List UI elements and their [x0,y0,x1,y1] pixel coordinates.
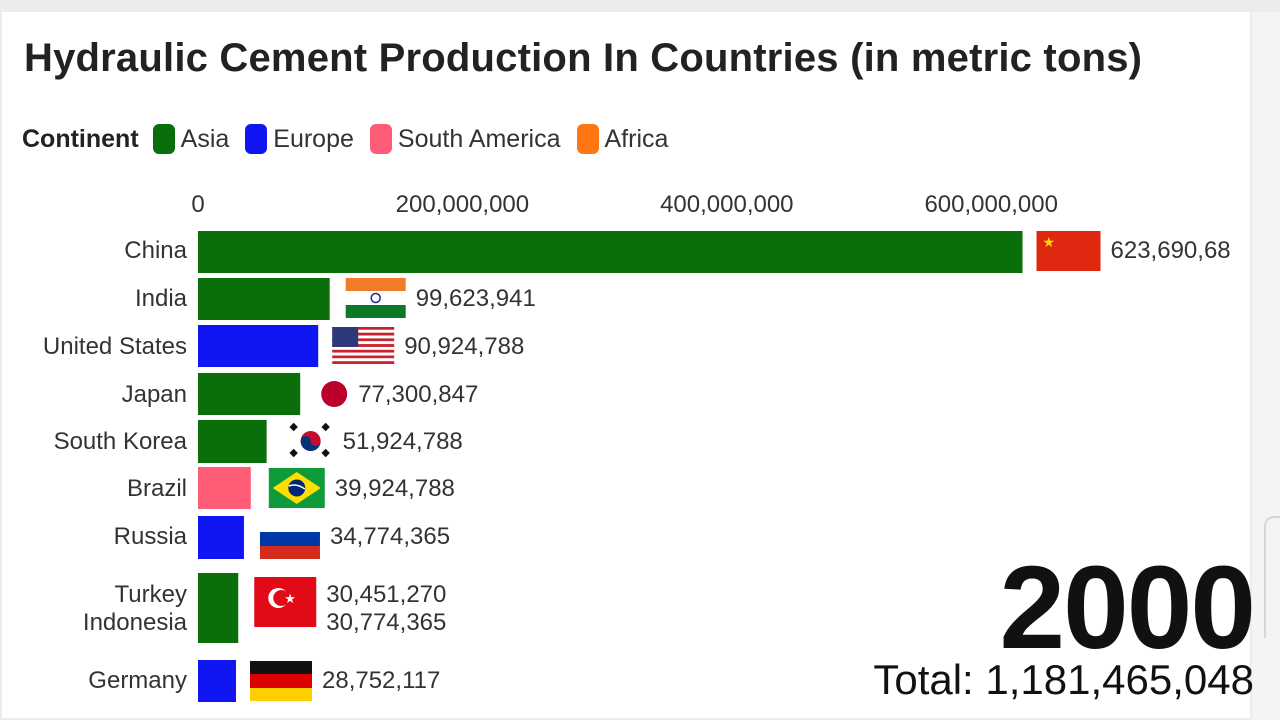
bar-japan [198,373,301,415]
legend-item-europe: Europe [245,124,354,154]
year-label: 2000 [999,542,1256,674]
category-label: Turkey [115,581,187,608]
bar-india [198,278,330,320]
legend-swatch-asia [152,124,175,154]
usa-flag-icon [332,327,395,367]
bar-brazil [198,467,251,509]
scroll-handle[interactable] [1264,516,1280,638]
legend-label-asia: Asia [180,124,230,153]
value-label: 77,300,847 [358,381,478,408]
category-label: Brazil [127,475,187,502]
category-label: China [124,237,187,264]
legend-swatch-europe [245,124,268,154]
legend: Continent Asia Europe South America Afri… [22,121,684,157]
x-tick-label: 200,000,000 [396,191,529,218]
value-label: 28,752,117 [322,667,440,694]
china-flag-icon: ★ [1036,231,1101,271]
x-tick-label: 400,000,000 [660,191,793,218]
value-label: 39,924,788 [335,475,455,502]
value-label: 34,774,365 [330,523,450,550]
value-label: 30,774,365 [326,609,446,636]
value-label: 99,623,941 [416,285,536,312]
category-label: India [135,285,188,312]
category-label: Indonesia [83,609,188,636]
japan-flag-icon [321,381,348,407]
turkey-flag-icon: ★ [254,577,317,619]
india-flag-icon [345,278,406,318]
indonesia-flag-icon [254,619,317,627]
russia-flag-icon [259,519,320,559]
value-label: 51,924,788 [343,428,463,455]
svg-text:★: ★ [284,591,296,606]
legend-swatch-south-america [369,124,392,154]
legend-swatch-africa [576,124,599,154]
legend-item-africa: Africa [576,124,669,154]
bar-germany [198,660,237,702]
brazil-flag-icon [268,468,325,508]
bar-united-states [198,325,319,367]
value-label: 623,690,68 [1111,237,1231,264]
x-tick-label: 600,000,000 [924,191,1057,218]
category-label: Japan [122,381,187,408]
bar-china [198,231,1023,273]
total-label: Total: 1,181,465,048 [873,656,1254,703]
category-label: South Korea [54,428,188,455]
value-label: 90,924,788 [404,333,524,360]
germany-flag-icon [250,661,313,701]
scroll-area[interactable] [1252,12,1280,720]
legend-label-africa: Africa [604,124,669,153]
category-label: Russia [114,523,188,550]
bar-south-korea [198,420,267,463]
category-label: United States [43,333,187,360]
bar-turkey [198,573,239,643]
chart-title: Hydraulic Cement Production In Countries… [24,36,1143,80]
legend-label-south-america: South America [397,124,561,153]
legend-item-south-america: South America [369,124,561,154]
value-label: 30,451,270 [326,581,446,608]
legend-label-europe: Europe [273,124,354,153]
category-label: Germany [88,667,187,694]
x-tick-label: 0 [191,191,204,218]
bar-russia [198,516,244,559]
bar-chart: 0 200,000,000 400,000,000 600,000,000 China ★… [43,191,1231,702]
legend-item-asia: Asia [152,124,230,154]
svg-text:★: ★ [1043,234,1056,250]
south-korea-flag-icon [288,421,333,461]
legend-title: Continent [22,124,139,153]
